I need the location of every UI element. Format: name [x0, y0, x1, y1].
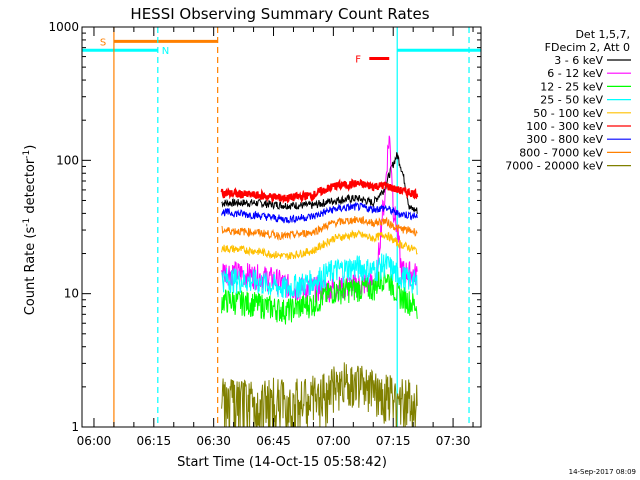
legend-label-7000-20000-kev: 7000 - 20000 keV	[505, 160, 603, 173]
series-800-7000-kev	[221, 215, 418, 241]
interval-label: F	[355, 55, 361, 66]
time-markers	[113, 27, 470, 427]
y-axis-label: Count Rate (s-1 detector-1)	[22, 145, 38, 316]
series-25-50-kev	[221, 253, 418, 299]
x-tick-label: 07:15	[376, 434, 411, 448]
x-tick-label: 06:00	[77, 434, 112, 448]
x-axis: 06:00 06:15 06:30 06:45 07:00 07:15 07:30	[77, 27, 474, 448]
legend-label-300-800-kev: 300 - 800 keV	[526, 133, 603, 146]
y-tick-label: 1000	[48, 20, 79, 34]
legend-label-25-50-kev: 25 - 50 keV	[540, 94, 603, 107]
legend-header-line-1: Det 1,5,7,	[575, 28, 630, 41]
series-7000-20000-kev	[221, 362, 418, 428]
x-tick-label: 06:15	[137, 434, 172, 448]
series-3-6-kev	[221, 152, 418, 214]
y-tick-label: 10	[64, 287, 79, 301]
series-lines	[220, 135, 419, 428]
x-tick-label: 07:30	[436, 434, 471, 448]
plot-frame	[81, 26, 482, 428]
legend-label-800-7000-kev: 800 - 7000 keV	[519, 146, 603, 159]
y-tick-label: 100	[56, 153, 79, 167]
series-50-100-kev	[221, 229, 418, 260]
legend-label-3-6-kev: 3 - 6 keV	[554, 54, 603, 67]
legend-label-6-12-kev: 6 - 12 keV	[547, 67, 603, 80]
legend-header-line-2: FDecim 2, Att 0	[545, 41, 630, 54]
series-300-800-kev	[221, 201, 418, 224]
legend-label-12-25-kev: 12 - 25 keV	[540, 80, 603, 93]
observing-intervals: S N F	[82, 37, 481, 66]
x-tick-label: 07:00	[316, 434, 351, 448]
x-tick-label: 06:45	[256, 434, 291, 448]
legend-label-50-100-kev: 50 - 100 keV	[533, 107, 603, 120]
interval-label: S	[100, 37, 106, 48]
legend-label-100-300-kev: 100 - 300 keV	[526, 120, 603, 133]
x-tick-label: 06:30	[196, 434, 231, 448]
chart-title: HESSI Observing Summary Count Rates	[130, 5, 429, 23]
series-100-300-kev	[220, 178, 419, 205]
series-6-12-kev	[221, 135, 418, 303]
y-axis: 1 10 100 1000	[48, 20, 481, 434]
interval-label: N	[162, 46, 169, 57]
timestamp: 14-Sep-2017 08:09	[569, 468, 636, 476]
y-tick-label: 1	[71, 420, 79, 434]
x-axis-label: Start Time (14-Oct-15 05:58:42)	[177, 455, 387, 470]
